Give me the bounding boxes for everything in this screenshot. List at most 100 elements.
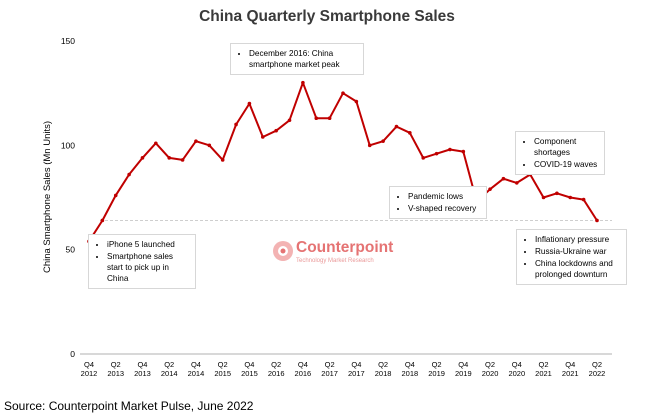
series-point bbox=[341, 91, 345, 95]
series-point bbox=[488, 187, 492, 191]
x-tick-year: 2019 bbox=[455, 369, 472, 378]
series-point bbox=[100, 218, 105, 223]
x-tick-quarter: Q4 bbox=[458, 360, 468, 369]
x-tick-quarter: Q2 bbox=[485, 360, 495, 369]
x-tick-year: 2013 bbox=[134, 369, 151, 378]
x-tick-quarter: Q4 bbox=[191, 360, 201, 369]
annotation-iphone5: iPhone 5 launched Smartphone sales start… bbox=[88, 234, 196, 289]
x-tick-quarter: Q4 bbox=[351, 360, 361, 369]
series-point bbox=[113, 193, 118, 198]
x-tick-year: 2021 bbox=[535, 369, 552, 378]
series-point bbox=[247, 101, 252, 106]
x-tick-year: 2014 bbox=[188, 369, 205, 378]
series-point bbox=[127, 172, 131, 177]
series-point bbox=[367, 143, 372, 148]
series-point bbox=[448, 147, 452, 152]
logo-name: Counterpoint bbox=[296, 239, 394, 256]
x-tick-year: 2015 bbox=[241, 369, 258, 378]
counterpoint-logo-icon bbox=[273, 241, 293, 261]
chart-title: China Quarterly Smartphone Sales bbox=[199, 8, 455, 25]
x-tick-quarter: Q2 bbox=[325, 360, 335, 369]
x-tick-quarter: Q2 bbox=[539, 360, 549, 369]
x-tick-year: 2013 bbox=[107, 369, 124, 378]
x-tick-quarter: Q2 bbox=[218, 360, 228, 369]
x-tick-year: 2022 bbox=[589, 369, 606, 378]
annotation-item: Component shortages bbox=[534, 136, 598, 158]
y-axis-label: China Smartphone Sales (Mn Units) bbox=[42, 121, 53, 273]
x-tick-quarter: Q4 bbox=[565, 360, 575, 369]
series-point bbox=[555, 191, 559, 196]
x-axis-ticks: Q42012Q22013Q42013Q22014Q42014Q22015Q420… bbox=[81, 360, 606, 378]
annotation-item: Smartphone sales start to pick up in Chi… bbox=[107, 251, 189, 284]
annotation-item: Inflationary pressure bbox=[535, 234, 620, 245]
x-tick-year: 2016 bbox=[295, 369, 312, 378]
x-tick-quarter: Q2 bbox=[111, 360, 121, 369]
x-tick-year: 2019 bbox=[428, 369, 445, 378]
series-point bbox=[287, 118, 292, 123]
x-tick-year: 2017 bbox=[348, 369, 365, 378]
annotation-pandemic: Pandemic lows V-shaped recovery bbox=[389, 186, 487, 219]
x-tick-quarter: Q2 bbox=[164, 360, 174, 369]
series-point bbox=[194, 139, 198, 143]
series-point bbox=[461, 149, 466, 154]
x-tick-year: 2016 bbox=[268, 369, 285, 378]
x-tick-quarter: Q2 bbox=[271, 360, 281, 369]
x-tick-quarter: Q4 bbox=[244, 360, 254, 369]
x-tick-year: 2018 bbox=[401, 369, 418, 378]
series-point bbox=[514, 181, 519, 185]
x-tick-year: 2021 bbox=[562, 369, 579, 378]
series-point bbox=[394, 124, 399, 129]
annotation-component: Component shortages COVID-19 waves bbox=[515, 131, 605, 175]
y-tick-label: 0 bbox=[70, 349, 75, 359]
series-point bbox=[354, 99, 359, 104]
annotation-item: COVID-19 waves bbox=[534, 159, 598, 170]
series-point bbox=[167, 156, 172, 160]
x-tick-quarter: Q2 bbox=[432, 360, 442, 369]
x-tick-quarter: Q4 bbox=[512, 360, 522, 369]
annotation-item: Pandemic lows bbox=[408, 191, 480, 202]
series-points bbox=[87, 80, 599, 244]
y-tick-label: 150 bbox=[61, 36, 75, 46]
series-point bbox=[595, 218, 599, 223]
x-tick-quarter: Q4 bbox=[84, 360, 94, 369]
x-tick-year: 2017 bbox=[321, 369, 338, 378]
series-point bbox=[220, 158, 225, 162]
series-point bbox=[260, 135, 265, 139]
series-point bbox=[327, 116, 332, 121]
x-tick-year: 2012 bbox=[81, 369, 98, 378]
logo-tagline: Technology Market Research bbox=[296, 258, 374, 264]
x-tick-year: 2014 bbox=[161, 369, 178, 378]
annotation-item: Russia-Ukraine war bbox=[535, 246, 620, 257]
series-point bbox=[501, 176, 506, 181]
y-axis-ticks: 0 50 100 150 bbox=[61, 36, 75, 359]
x-tick-quarter: Q4 bbox=[137, 360, 147, 369]
series-point bbox=[421, 156, 426, 160]
y-tick-label: 100 bbox=[61, 140, 75, 150]
x-tick-quarter: Q2 bbox=[378, 360, 388, 369]
series-point bbox=[581, 197, 586, 202]
annotation-item: V-shaped recovery bbox=[408, 203, 480, 214]
series-point bbox=[381, 139, 385, 143]
x-tick-quarter: Q4 bbox=[405, 360, 415, 369]
annotation-item: iPhone 5 launched bbox=[107, 239, 189, 250]
series-point bbox=[207, 143, 212, 148]
annotation-item: China lockdowns and prolonged downturn bbox=[535, 258, 620, 280]
x-tick-year: 2018 bbox=[375, 369, 392, 378]
x-tick-year: 2015 bbox=[214, 369, 231, 378]
series-point bbox=[434, 151, 439, 156]
series-point bbox=[301, 80, 305, 85]
annotation-inflation: Inflationary pressure Russia-Ukraine war… bbox=[516, 229, 627, 285]
x-tick-year: 2020 bbox=[508, 369, 525, 378]
source-note: Source: Counterpoint Market Pulse, June … bbox=[4, 399, 254, 413]
series-point bbox=[568, 195, 573, 200]
line-chart: China Smartphone Sales (Mn Units) 0 50 100… bbox=[42, 36, 612, 378]
series-point bbox=[408, 131, 412, 135]
series-point bbox=[140, 156, 145, 160]
x-tick-quarter: Q2 bbox=[592, 360, 602, 369]
series-point bbox=[541, 195, 546, 200]
series-point bbox=[154, 141, 158, 146]
x-tick-year: 2020 bbox=[482, 369, 499, 378]
series-point bbox=[234, 122, 238, 127]
y-tick-label: 50 bbox=[66, 245, 76, 255]
series-point bbox=[180, 158, 185, 162]
